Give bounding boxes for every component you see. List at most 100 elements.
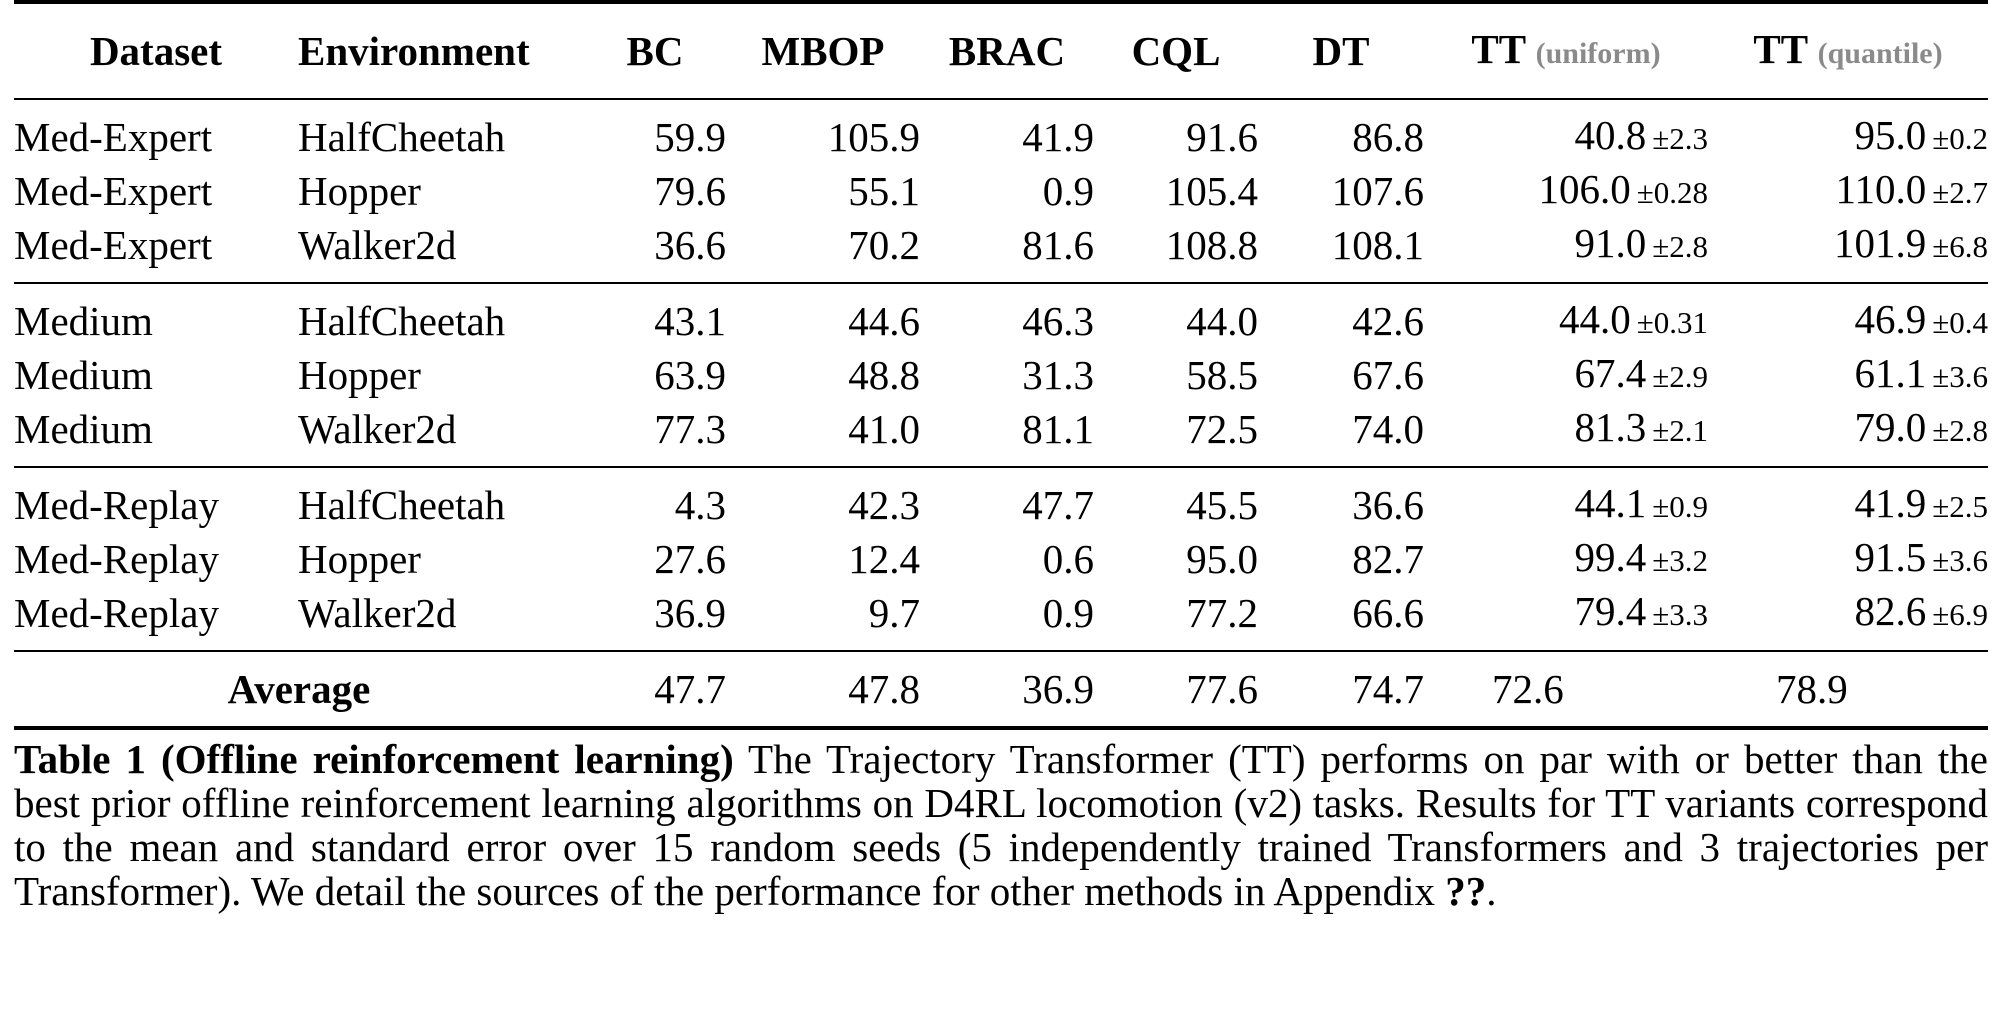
header-dt: DT: [1258, 0, 1424, 99]
cell-environment: Hopper: [298, 352, 421, 398]
cell-tt-uniform: 91.0 ±2.8: [1424, 218, 1708, 283]
cell-environment: Walker2d: [298, 222, 457, 268]
cell-dataset: Med-Expert: [14, 168, 213, 214]
tt-quantile-stderr: ±6.8: [1932, 229, 1988, 264]
tt-quantile-mean: 61.1: [1854, 350, 1927, 396]
cell-mbop: 48.8: [848, 352, 920, 398]
cell-tt-uniform: 67.4 ±2.9: [1424, 348, 1708, 402]
results-table-container: Dataset Environment BC MBOP BRAC CQL DT …: [14, 0, 1988, 730]
header-tt-uniform-variant: (uniform): [1535, 36, 1661, 70]
cell-cql: 95.0: [1186, 536, 1258, 582]
cell-brac: 0.9: [1042, 168, 1094, 214]
cell-tt-uniform: 79.4 ±3.3: [1424, 586, 1708, 651]
tt-quantile-stderr: ±2.8: [1932, 413, 1988, 448]
cell-brac: 41.9: [920, 98, 1094, 164]
cell-dataset: Med-Replay: [14, 466, 298, 532]
cell-cql: 77.2: [1186, 590, 1258, 636]
cell-bc: 4.3: [584, 466, 726, 532]
tt-quantile-stderr: ±0.4: [1932, 305, 1988, 340]
average-row: Average 47.7 47.8 36.9 77.6 74.7 72.6 78…: [14, 650, 1988, 730]
header-row: Dataset Environment BC MBOP BRAC CQL DT …: [14, 0, 1988, 99]
caption-end: .: [1486, 868, 1497, 914]
table-row: Med-Replay HalfCheetah 4.3 42.3 47.7 45.5 36.6…: [14, 466, 1988, 532]
cell-bc: 63.9: [654, 352, 726, 398]
tt-uniform-stderr: ±2.1: [1652, 413, 1708, 448]
cell-mbop: 9.7: [868, 590, 920, 636]
cell-environment: HalfCheetah: [298, 98, 584, 164]
cell-mbop: 70.2: [848, 222, 920, 268]
average-mbop: 47.8: [726, 650, 920, 730]
cell-tt-uniform: 44.0 ±0.31: [1424, 282, 1708, 348]
table-row: Medium Walker2d 77.3 41.0 81.1 72.5 74.0 81.3 ±2…: [14, 402, 1988, 467]
average-brac: 36.9: [920, 650, 1094, 730]
tt-quantile-stderr: ±6.9: [1932, 597, 1988, 632]
cell-tt-quantile: 46.9 ±0.4: [1708, 282, 1988, 348]
table-row: Medium HalfCheetah 43.1 44.6 46.3 44.0 42.6 44.…: [14, 282, 1988, 348]
cell-mbop: 42.3: [726, 466, 920, 532]
cell-brac: 47.7: [920, 466, 1094, 532]
table-row: Medium Hopper 63.9 48.8 31.3 58.5 67.6 67.4 ±2.9…: [14, 348, 1988, 402]
cell-brac: 81.1: [1022, 406, 1094, 452]
table-body: Med-Expert HalfCheetah 59.9 105.9 41.9 91.6 86…: [14, 98, 1988, 651]
table-row: Med-Expert Walker2d 36.6 70.2 81.6 108.8 108.1…: [14, 218, 1988, 283]
cell-mbop: 105.9: [726, 98, 920, 164]
header-dataset: Dataset: [14, 0, 298, 99]
tt-uniform-stderr: ±0.28: [1636, 175, 1708, 210]
cell-dataset: Med-Expert: [14, 98, 298, 164]
cell-tt-quantile: 91.5 ±3.6: [1708, 532, 1988, 586]
cell-dt: 42.6: [1258, 282, 1424, 348]
tt-quantile-stderr: ±2.5: [1932, 489, 1988, 524]
average-tt-uniform: 72.6: [1424, 650, 1708, 730]
table-row: Med-Expert HalfCheetah 59.9 105.9 41.9 91.6 86…: [14, 98, 1988, 164]
tt-uniform-mean: 44.1: [1574, 480, 1647, 526]
table-row: Med-Expert Hopper 79.6 55.1 0.9 105.4 107.6 106…: [14, 164, 1988, 218]
cell-tt-quantile: 95.0 ±0.2: [1708, 98, 1988, 164]
cell-environment: HalfCheetah: [298, 466, 584, 532]
cell-cql: 72.5: [1186, 406, 1258, 452]
cell-brac: 46.3: [920, 282, 1094, 348]
header-bc: BC: [584, 0, 726, 99]
cell-tt-quantile: 101.9 ±6.8: [1708, 218, 1988, 283]
cell-bc: 27.6: [654, 536, 726, 582]
cell-brac: 0.9: [1042, 590, 1094, 636]
tt-uniform-mean: 67.4: [1574, 350, 1647, 396]
header-cql: CQL: [1094, 0, 1258, 99]
tt-quantile-stderr: ±2.7: [1932, 175, 1988, 210]
cell-environment: Walker2d: [298, 406, 457, 452]
cell-brac: 31.3: [1022, 352, 1094, 398]
tt-uniform-stderr: ±2.9: [1652, 359, 1708, 394]
average-cql: 77.6: [1094, 650, 1258, 730]
appendix-reference: ??: [1445, 868, 1487, 914]
cell-dt: 86.8: [1258, 98, 1424, 164]
cell-bc: 36.9: [654, 590, 726, 636]
tt-quantile-mean: 41.9: [1854, 480, 1927, 526]
header-environment: Environment: [298, 0, 584, 99]
cell-mbop: 12.4: [848, 536, 920, 582]
cell-environment: Walker2d: [298, 590, 457, 636]
cell-bc: 79.6: [654, 168, 726, 214]
cell-dt: 36.6: [1258, 466, 1424, 532]
average-bc: 47.7: [584, 650, 726, 730]
header-mbop: MBOP: [726, 0, 920, 99]
tt-uniform-mean: 106.0: [1538, 166, 1631, 212]
tt-uniform-mean: 81.3: [1574, 404, 1647, 450]
tt-uniform-mean: 91.0: [1574, 220, 1647, 266]
cell-tt-quantile: 61.1 ±3.6: [1708, 348, 1988, 402]
cell-dataset: Medium: [14, 352, 153, 398]
cell-cql: 91.6: [1094, 98, 1258, 164]
header-tt-quantile: TT (quantile): [1708, 0, 1988, 99]
cell-tt-uniform: 44.1 ±0.9: [1424, 466, 1708, 532]
tt-uniform-mean: 40.8: [1574, 112, 1647, 158]
tt-quantile-mean: 110.0: [1835, 166, 1927, 212]
tt-quantile-mean: 91.5: [1854, 534, 1927, 580]
header-tt-quantile-variant: (quantile): [1817, 36, 1943, 70]
table-row: Med-Replay Walker2d 36.9 9.7 0.9 77.2 66.6 79.4…: [14, 586, 1988, 651]
cell-dataset: Medium: [14, 282, 298, 348]
tt-uniform-stderr: ±3.3: [1652, 597, 1708, 632]
tt-uniform-mean: 99.4: [1574, 534, 1647, 580]
cell-bc: 43.1: [584, 282, 726, 348]
tt-uniform-stderr: ±0.31: [1636, 305, 1708, 340]
cell-tt-uniform: 40.8 ±2.3: [1424, 98, 1708, 164]
tt-quantile-mean: 95.0: [1854, 112, 1927, 158]
average-tt-quantile: 78.9: [1708, 650, 1988, 730]
